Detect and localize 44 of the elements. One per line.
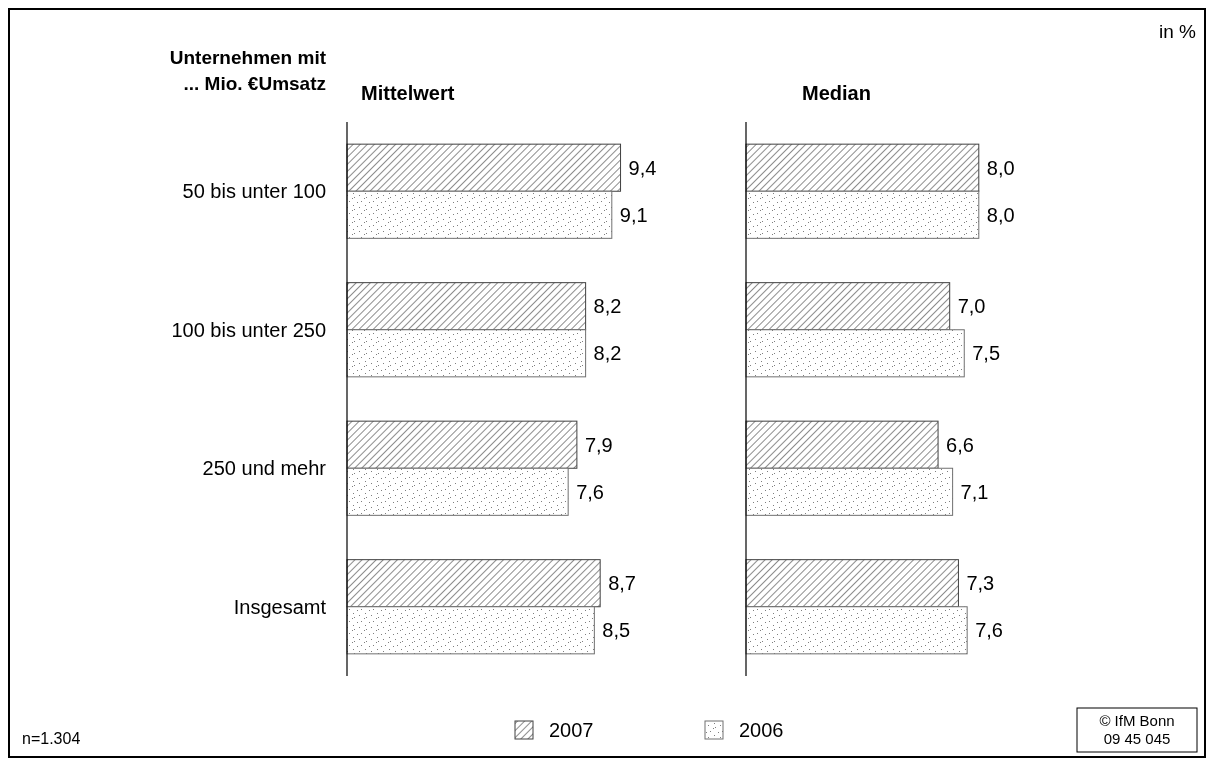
bar — [745, 190, 980, 239]
data-label: 7,9 — [584, 433, 613, 456]
y-tick-label: 50 bis unter 100 — [182, 180, 326, 203]
y-axis-title: Unternehmen mit ... Mio. €Umsatz — [169, 47, 327, 94]
legend-label: 2006 — [739, 719, 784, 741]
bar — [346, 143, 622, 192]
bar — [745, 420, 939, 469]
data-label: 7,1 — [960, 480, 989, 503]
data-label: 7,0 — [957, 295, 986, 318]
data-label: 7,5 — [972, 342, 1001, 365]
data-label: 8,0 — [986, 156, 1015, 179]
data-label: 8,5 — [602, 619, 631, 642]
data-label: 9,1 — [619, 203, 648, 226]
chart-title: Median — [802, 82, 871, 104]
y-tick-label: 100 bis unter 250 — [171, 318, 326, 341]
data-label: 7,3 — [966, 572, 995, 595]
bar — [745, 282, 951, 331]
bar — [745, 329, 965, 378]
data-label: 7,6 — [576, 480, 604, 503]
bar — [745, 143, 980, 192]
bar — [745, 606, 968, 655]
bar — [745, 559, 959, 608]
bar — [745, 467, 954, 516]
bar — [346, 559, 601, 608]
y-tick-label: Insgesamt — [233, 595, 327, 618]
data-label: 8,2 — [593, 342, 622, 365]
text: n=1.304 — [22, 730, 81, 747]
text: in % — [1159, 21, 1197, 42]
data-label: 8,2 — [593, 295, 622, 318]
bar — [346, 282, 587, 331]
bar — [346, 190, 613, 239]
legend-label: 2007 — [549, 719, 594, 741]
data-label: 6,6 — [946, 433, 974, 456]
y-tick-label: 250 und mehr — [202, 457, 327, 480]
chart-title: Mittelwert — [361, 82, 455, 104]
data-label: 8,0 — [986, 203, 1015, 226]
bar — [346, 606, 595, 655]
data-label: 8,7 — [608, 572, 636, 595]
data-label: 7,6 — [975, 619, 1003, 642]
data-label: 9,4 — [628, 156, 657, 179]
bar — [346, 467, 569, 516]
bar — [346, 329, 587, 378]
bar — [346, 420, 578, 469]
text: © IfM Bonn 09 45 045 — [1099, 712, 1175, 747]
